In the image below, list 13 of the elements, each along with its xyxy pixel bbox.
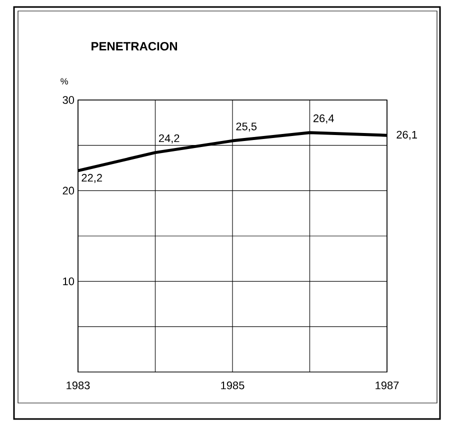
data-label: 26,4	[313, 114, 334, 124]
y-tick-label: 10	[63, 277, 74, 286]
y-tick-label: 20	[62, 186, 74, 195]
chart-title: PENETRACION	[92, 42, 177, 50]
data-label: 22,2	[82, 174, 102, 183]
data-label: 24,2	[158, 134, 180, 144]
x-tick-label: 1985	[221, 382, 244, 390]
data-label: 26,1	[396, 130, 417, 140]
y-tick-label: 30	[62, 96, 74, 104]
data-label: 25,5	[236, 122, 257, 132]
x-tick-label: 1983	[66, 382, 90, 390]
y-axis-title: %	[60, 78, 68, 84]
x-tick-label: 1987	[376, 382, 399, 390]
